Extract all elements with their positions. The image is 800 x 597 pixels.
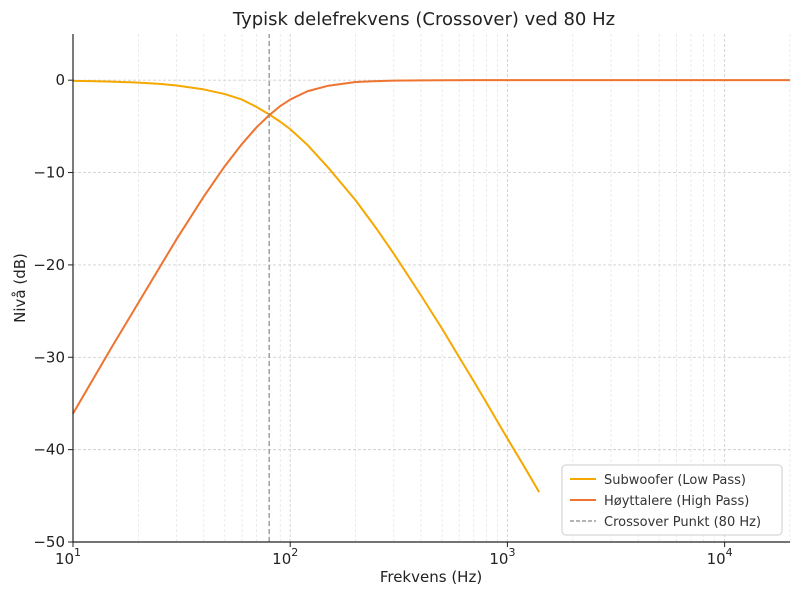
x-tick-label: 103 (489, 546, 515, 568)
y-tick-label: −20 (33, 256, 65, 274)
y-tick-label: −30 (33, 348, 65, 366)
y-tick-label: −50 (33, 533, 65, 551)
legend-label: Høyttalere (High Pass) (604, 494, 749, 509)
legend-label: Subwoofer (Low Pass) (604, 473, 746, 488)
chart-title: Typisk delefrekvens (Crossover) ved 80 H… (232, 9, 615, 30)
x-tick-label: 104 (707, 546, 733, 568)
legend-box (561, 464, 783, 536)
legend: Subwoofer (Low Pass) Høyttalere (High Pas… (561, 464, 783, 536)
legend-label: Crossover Punkt (80 Hz) (604, 515, 761, 530)
y-axis-label: Nivå (dB) (11, 253, 29, 323)
y-tick-label: −10 (33, 164, 65, 182)
x-tick-exponent: 4 (726, 546, 733, 559)
series-line-1 (72, 79, 790, 415)
x-tick-exponent: 3 (508, 546, 515, 559)
x-tick-exponent: 2 (291, 546, 298, 559)
y-tick-label: 0 (55, 71, 65, 89)
axes (72, 34, 790, 543)
y-tick-label: −40 (33, 441, 65, 459)
x-tick-label: 102 (272, 546, 298, 568)
x-tick-exponent: 1 (74, 546, 81, 559)
series-line-0 (72, 79, 541, 493)
series-layer (72, 34, 790, 542)
x-axis-label: Frekvens (Hz) (380, 568, 482, 586)
